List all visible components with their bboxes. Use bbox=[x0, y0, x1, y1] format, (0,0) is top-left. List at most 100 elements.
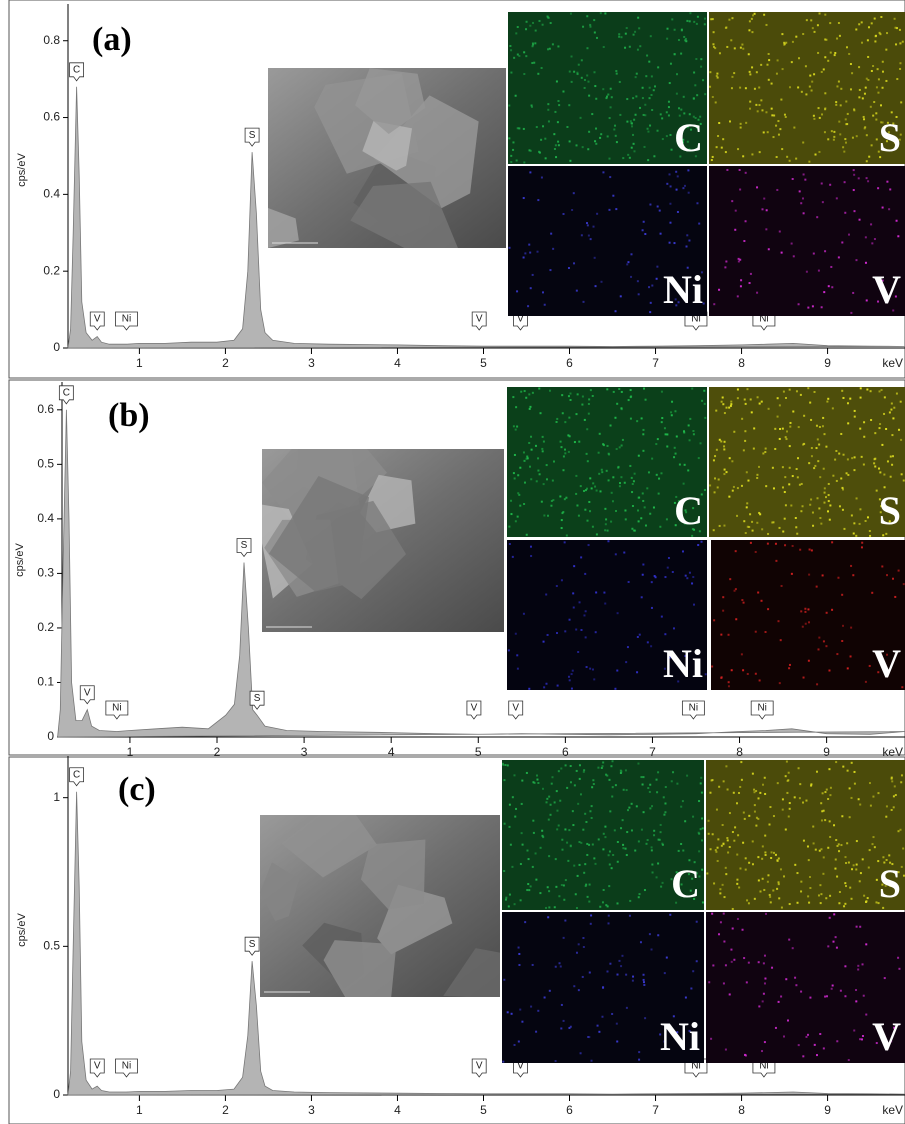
map-glow bbox=[508, 166, 707, 316]
map-dot bbox=[513, 1043, 516, 1046]
map-dot bbox=[825, 897, 828, 900]
map-dot bbox=[601, 1015, 604, 1018]
map-dot bbox=[564, 879, 567, 882]
map-dot bbox=[836, 85, 839, 88]
map-dot bbox=[604, 836, 607, 839]
map-dot bbox=[883, 412, 886, 415]
map-dot bbox=[817, 107, 820, 110]
map-dot bbox=[813, 390, 816, 393]
map-dot bbox=[820, 306, 823, 309]
y-tick-label: 1 bbox=[53, 790, 60, 804]
map-dot bbox=[701, 839, 704, 842]
map-dot bbox=[738, 791, 741, 794]
map-dot bbox=[878, 427, 881, 430]
map-dot bbox=[749, 100, 752, 103]
map-dot bbox=[697, 118, 700, 121]
map-dot bbox=[619, 769, 622, 772]
map-dot bbox=[588, 900, 591, 903]
map-dot bbox=[627, 153, 630, 156]
map-dot bbox=[765, 485, 768, 488]
map-dot bbox=[857, 177, 860, 180]
map-dot bbox=[743, 520, 746, 523]
map-dot bbox=[726, 837, 729, 840]
map-dot bbox=[742, 155, 745, 158]
map-dot bbox=[580, 234, 583, 237]
map-dot bbox=[875, 901, 878, 904]
map-dot bbox=[822, 1047, 825, 1050]
map-dot bbox=[609, 176, 612, 179]
map-dot bbox=[865, 160, 868, 163]
map-dot bbox=[764, 977, 767, 980]
map-dot bbox=[697, 544, 700, 547]
map-dot bbox=[620, 407, 623, 410]
map-dot bbox=[715, 808, 718, 811]
map-dot bbox=[532, 781, 535, 784]
map-dot bbox=[663, 813, 666, 816]
map-dot bbox=[852, 189, 855, 192]
map-dot bbox=[547, 818, 550, 821]
map-dot bbox=[730, 669, 733, 672]
map-dot bbox=[776, 59, 779, 62]
map-dot bbox=[584, 863, 587, 866]
map-dot bbox=[559, 440, 562, 443]
map-dot bbox=[872, 795, 875, 798]
map-dot bbox=[535, 1030, 538, 1033]
map-dot bbox=[515, 32, 518, 35]
map-dot bbox=[654, 576, 657, 579]
map-dot bbox=[664, 433, 667, 436]
map-dot bbox=[718, 288, 721, 291]
map-dot bbox=[584, 885, 587, 888]
map-dot bbox=[653, 155, 656, 158]
map-dot bbox=[517, 946, 520, 949]
map-dot bbox=[614, 784, 617, 787]
map-dot bbox=[737, 257, 740, 260]
map-dot bbox=[721, 824, 724, 827]
map-dot bbox=[664, 811, 667, 814]
map-dot bbox=[770, 851, 773, 854]
map-dot bbox=[762, 992, 765, 995]
map-dot bbox=[892, 122, 895, 125]
map-dot bbox=[863, 118, 866, 121]
map-dot bbox=[868, 530, 871, 533]
map-dot bbox=[752, 447, 755, 450]
map-dot bbox=[866, 388, 869, 391]
map-dot bbox=[681, 141, 684, 144]
map-dot bbox=[626, 809, 629, 812]
map-dot bbox=[624, 32, 627, 35]
map-dot bbox=[782, 530, 785, 533]
map-dot bbox=[821, 810, 824, 813]
map-dot bbox=[556, 809, 559, 812]
map-dot bbox=[841, 815, 844, 818]
map-dot bbox=[807, 659, 810, 662]
map-dot bbox=[581, 146, 584, 149]
map-dot bbox=[838, 850, 841, 853]
map-dot bbox=[702, 302, 705, 305]
map-dot bbox=[818, 443, 821, 446]
map-dot bbox=[816, 438, 819, 441]
map-dot bbox=[642, 433, 645, 436]
map-dot bbox=[656, 205, 659, 208]
map-dot bbox=[749, 272, 752, 275]
map-dot bbox=[882, 534, 885, 537]
map-dot bbox=[800, 880, 803, 883]
map-dot bbox=[538, 19, 541, 22]
map-dot bbox=[860, 546, 863, 549]
map-dot bbox=[577, 989, 580, 992]
map-dot bbox=[777, 881, 780, 884]
map-dot bbox=[718, 122, 721, 125]
map-dot bbox=[526, 889, 529, 892]
map-dot bbox=[747, 902, 750, 905]
map-dot bbox=[806, 1033, 809, 1036]
map-dot bbox=[562, 469, 565, 472]
map-dot bbox=[799, 548, 802, 551]
map-dot bbox=[562, 90, 565, 93]
map-dot bbox=[840, 87, 843, 90]
map-dot bbox=[796, 532, 799, 535]
map-dot bbox=[802, 1055, 805, 1058]
map-dot bbox=[640, 517, 643, 520]
map-dot bbox=[618, 35, 621, 38]
map-dot bbox=[543, 686, 546, 689]
map-dot bbox=[787, 779, 790, 782]
map-dot bbox=[697, 296, 700, 299]
map-dot bbox=[771, 966, 774, 969]
